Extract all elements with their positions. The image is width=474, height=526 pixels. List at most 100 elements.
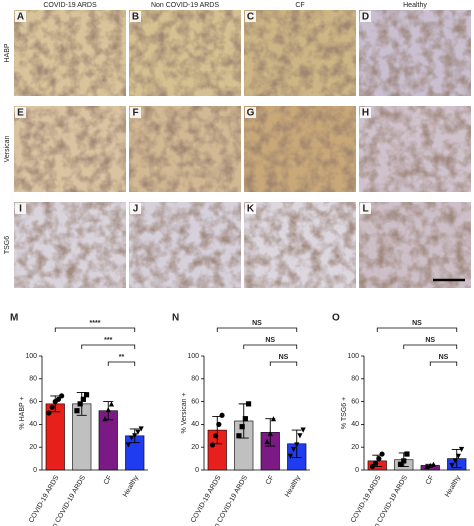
micrograph-texture	[359, 10, 471, 96]
data-point	[455, 453, 461, 459]
panel-letter: N	[172, 313, 179, 324]
column-header: Non COVID-19 ARDS	[151, 2, 219, 9]
significance-label: ***	[104, 337, 112, 344]
data-point	[401, 458, 407, 464]
y-tick-label: 40	[29, 421, 37, 428]
data-point	[209, 442, 216, 448]
micrograph-texture	[244, 106, 356, 192]
row-label: HABP	[4, 43, 11, 62]
panel-letter: O	[332, 313, 340, 324]
data-point	[379, 451, 385, 457]
significance-bracket	[81, 344, 136, 349]
y-tick-label: 60	[351, 398, 359, 405]
panel-letter: I	[19, 204, 22, 215]
y-tick-label: 40	[351, 421, 359, 428]
significance-bracket	[376, 327, 458, 332]
panel-letter-bg	[245, 107, 256, 118]
data-point	[74, 408, 80, 414]
data-point	[77, 401, 83, 407]
significance-label: NS	[439, 354, 449, 361]
y-tick-label: 20	[191, 444, 199, 451]
significance-bracket	[269, 361, 298, 366]
panel-letter-bg	[245, 11, 256, 22]
y-tick-label: 0	[33, 467, 37, 474]
panel-letter: J	[133, 204, 139, 215]
panel-letter-bg	[130, 107, 141, 118]
panel-letter-bg	[360, 11, 371, 22]
significance-label: NS	[252, 320, 262, 327]
panel-letter: C	[247, 12, 254, 23]
y-tick-label: 60	[29, 398, 37, 405]
x-tick-label: CF	[103, 474, 114, 486]
data-point	[264, 438, 270, 445]
panel-letter-bg	[360, 203, 371, 214]
y-tick-label: 20	[351, 444, 359, 451]
y-tick-label: 100	[347, 353, 359, 360]
data-point	[430, 461, 437, 467]
micrograph-texture	[129, 106, 241, 192]
data-point	[267, 430, 273, 437]
y-axis-label: % TSG6 +	[341, 397, 348, 429]
data-point	[108, 401, 115, 407]
significance-bracket	[403, 344, 458, 349]
data-point	[59, 393, 65, 399]
panel-letter-bg	[15, 107, 26, 118]
panel-letter: L	[362, 204, 368, 215]
data-point	[242, 416, 248, 422]
micrograph-texture	[14, 106, 126, 192]
y-tick-label: 80	[29, 376, 37, 383]
significance-label: NS	[279, 354, 289, 361]
data-point	[270, 416, 277, 422]
x-tick-label: Healthy	[122, 474, 140, 498]
data-point	[287, 453, 293, 459]
data-point	[216, 421, 222, 427]
panel-letter: E	[17, 108, 24, 119]
y-tick-label: 60	[191, 398, 199, 405]
data-point	[105, 406, 111, 413]
data-point	[245, 401, 252, 407]
micrograph-texture	[244, 10, 356, 96]
data-point	[138, 426, 144, 432]
data-point	[83, 392, 90, 398]
panel-letter-bg	[130, 203, 141, 214]
significance-label: NS	[412, 320, 422, 327]
data-point	[219, 412, 225, 418]
y-tick-label: 100	[25, 353, 37, 360]
column-header: CF	[295, 2, 304, 9]
data-point	[46, 410, 52, 416]
significance-bracket	[429, 361, 458, 366]
micrograph-texture	[14, 202, 126, 288]
y-tick-label: 0	[355, 467, 359, 474]
data-point	[239, 424, 245, 430]
data-point	[213, 433, 219, 439]
y-tick-label: 40	[191, 421, 199, 428]
data-point	[397, 461, 404, 467]
panel-letter-bg	[15, 203, 26, 214]
data-point	[49, 404, 55, 410]
data-point	[376, 456, 382, 462]
significance-bracket	[54, 327, 136, 332]
data-point	[102, 416, 108, 422]
data-point	[55, 396, 62, 402]
panel-letter: G	[247, 108, 255, 119]
data-point	[373, 460, 379, 466]
y-tick-label: 20	[29, 444, 37, 451]
data-point	[236, 433, 242, 439]
micrograph-texture	[129, 202, 241, 288]
significance-label: **	[119, 354, 125, 361]
panel-letter: F	[132, 108, 138, 119]
x-tick-label: Healthy	[284, 474, 302, 498]
data-point	[128, 435, 135, 441]
significance-label: ****	[90, 320, 101, 327]
data-point	[80, 396, 86, 402]
panel-letter: A	[17, 12, 24, 23]
micrograph-texture	[14, 10, 126, 96]
panel-letter-bg	[130, 11, 141, 22]
significance-bracket	[243, 344, 298, 349]
row-label: Versican	[4, 135, 11, 162]
data-point	[458, 446, 465, 453]
significance-label: NS	[265, 337, 275, 344]
panel-letter-bg	[245, 203, 256, 214]
micrograph-texture	[359, 106, 471, 192]
